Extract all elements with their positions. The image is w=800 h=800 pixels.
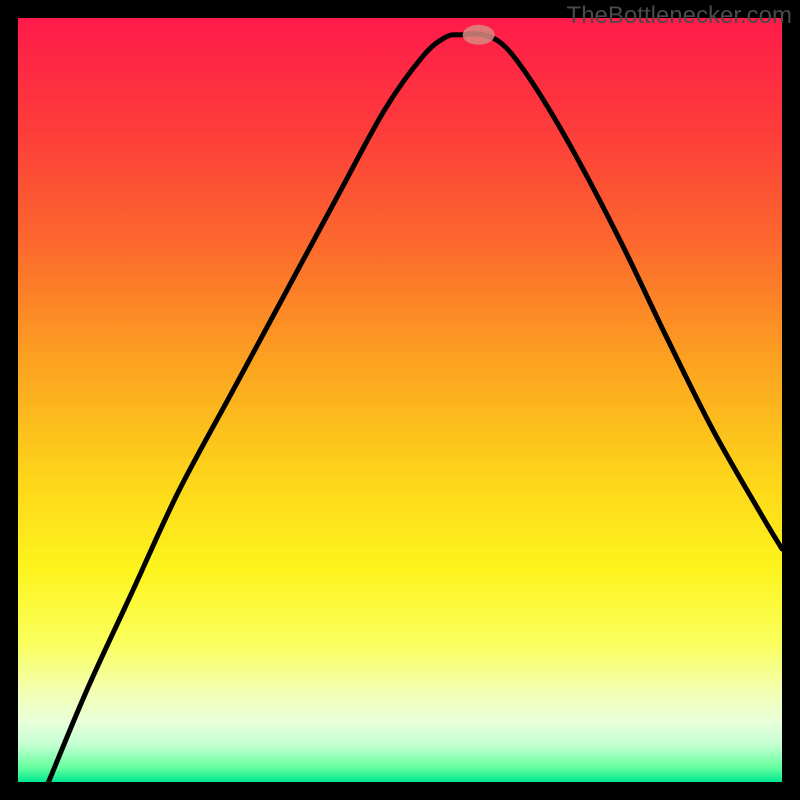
border-left — [0, 0, 18, 800]
optimum-marker — [463, 25, 495, 45]
chart-container: TheBottlenecker.com — [0, 0, 800, 800]
plot-background — [18, 18, 782, 782]
bottleneck-chart — [0, 0, 800, 800]
border-right — [782, 0, 800, 800]
watermark-label: TheBottlenecker.com — [567, 2, 792, 30]
border-bottom — [0, 782, 800, 800]
